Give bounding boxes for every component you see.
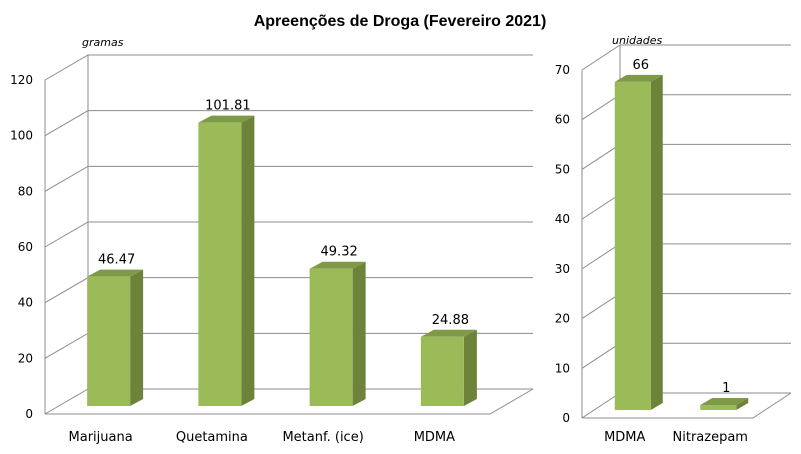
y-tick-label: 20	[555, 312, 570, 326]
bar-front	[87, 276, 131, 406]
x-tick-label: Nitrazepam	[673, 430, 748, 445]
y-tick-label: 30	[555, 262, 570, 276]
bar-front	[198, 122, 242, 406]
bar	[309, 261, 366, 406]
bar-side	[352, 261, 366, 406]
gridline	[581, 243, 791, 270]
y-tick-label: 20	[18, 351, 33, 365]
data-label: 101.81	[205, 99, 251, 114]
bar-top	[614, 74, 663, 82]
y-tick-label: 40	[555, 212, 570, 226]
y-tick-label: 0	[25, 407, 33, 421]
gridline	[581, 193, 791, 220]
y-tick-label: 10	[555, 361, 570, 375]
bar-side	[463, 329, 477, 406]
gridline	[581, 94, 791, 121]
gridline	[581, 342, 791, 369]
y-tick-label: 100	[10, 129, 33, 143]
y-tick-label: 60	[555, 113, 570, 127]
bar-front	[420, 336, 464, 406]
bar	[614, 74, 663, 410]
y-tick-label: 60	[18, 240, 33, 254]
bar-side	[130, 269, 144, 406]
bar	[420, 329, 477, 406]
bar-top	[198, 115, 255, 123]
bar	[198, 115, 255, 406]
data-label: 46.47	[98, 253, 135, 268]
bar-side	[736, 398, 749, 410]
gridline	[581, 392, 791, 419]
chart-grams: gramas 0 20 40 60 80 100 120 46.47 Marijuana 101.8…	[10, 36, 534, 445]
data-label: 24.88	[432, 313, 469, 328]
bar-top	[87, 269, 144, 277]
chart-units: unidades 0 10 20 30 40 50 60 70 66 MDMA 1 Nitrazepam	[555, 34, 792, 445]
x-tick-label: MDMA	[414, 430, 455, 445]
bar-front	[614, 81, 651, 410]
bar	[700, 398, 749, 410]
chart-title: Apreenções de Droga (Fevereiro 2021)	[254, 13, 547, 30]
y-tick-label: 50	[555, 162, 570, 176]
bar	[87, 269, 144, 406]
y-tick-label: 40	[18, 296, 33, 310]
bar-top	[420, 329, 477, 337]
bar-side	[241, 115, 255, 406]
gridline	[581, 293, 791, 319]
x-tick-label: MDMA	[604, 430, 645, 445]
gridline	[44, 165, 533, 192]
bar-front	[700, 405, 737, 410]
bar-top	[700, 398, 749, 406]
unit-label: unidades	[612, 34, 662, 47]
unit-label: gramas	[82, 36, 124, 49]
x-tick-label: Quetamina	[176, 430, 248, 445]
x-axis	[45, 388, 534, 415]
x-tick-label: Metanf. (ice)	[282, 430, 363, 445]
x-tick-label: Marijuana	[69, 430, 133, 445]
y-tick-label: 0	[562, 411, 570, 425]
y-tick-label: 70	[555, 63, 570, 77]
bar-top	[309, 261, 366, 269]
gridline	[581, 44, 791, 71]
data-label: 49.32	[321, 245, 358, 260]
gridline	[581, 143, 791, 170]
gridline	[44, 110, 533, 137]
bar-front	[309, 268, 353, 406]
bar-side	[650, 74, 663, 410]
gridline	[44, 221, 533, 248]
data-label: 1	[722, 381, 730, 396]
gridline	[44, 54, 533, 81]
y-tick-label: 120	[10, 73, 33, 87]
x-axis	[582, 392, 792, 419]
y-tick-label: 80	[18, 184, 33, 198]
data-label: 66	[632, 58, 649, 73]
